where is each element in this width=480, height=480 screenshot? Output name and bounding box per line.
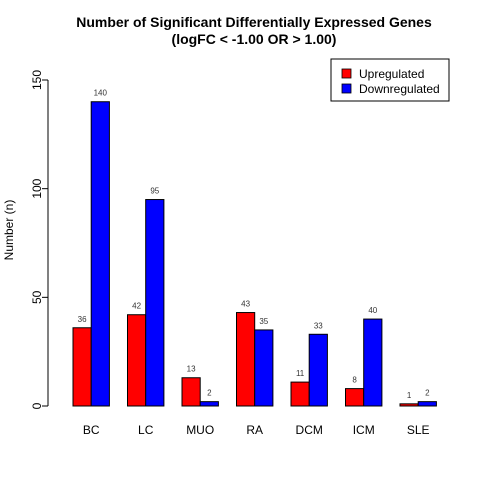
bar-upregulated-muo — [181, 377, 201, 407]
legend-label-upregulated: Upregulated — [359, 67, 424, 81]
bar-upregulated-ra — [236, 312, 256, 407]
data-label: 140 — [94, 89, 108, 98]
y-tick-label: 0 — [30, 402, 44, 409]
bar-downregulated-ra — [254, 329, 274, 407]
bar-upregulated-icm — [345, 388, 365, 407]
y-tick-label: 150 — [30, 70, 44, 90]
y-axis: 0 50 100 150 — [30, 70, 49, 409]
legend-box — [330, 58, 450, 102]
x-tick-label: MUO — [186, 423, 214, 437]
data-label: 8 — [352, 376, 357, 385]
data-label: 43 — [241, 300, 250, 309]
bar-upregulated-sle — [399, 403, 419, 407]
data-label: 35 — [259, 317, 268, 326]
data-label: 42 — [132, 302, 141, 311]
bar-downregulated-lc — [145, 199, 165, 407]
data-label: 2 — [425, 389, 430, 398]
chart-title: Number of Significant Differentially Exp… — [76, 14, 432, 30]
bar-upregulated-lc — [127, 314, 147, 407]
x-tick-label: BC — [83, 423, 100, 437]
legend-label-downregulated: Downregulated — [359, 82, 440, 96]
chart-subtitle: (logFC < -1.00 OR > 1.00) — [172, 31, 337, 47]
legend: Upregulated Downregulated — [330, 58, 450, 102]
bar-upregulated-dcm — [290, 381, 310, 407]
x-tick-label: LC — [138, 423, 154, 437]
x-tick-label: ICM — [353, 423, 375, 437]
bar-downregulated-bc — [90, 101, 110, 407]
data-label: 13 — [187, 365, 196, 374]
data-label: 11 — [296, 369, 305, 378]
data-label: 36 — [78, 315, 87, 324]
data-label: 33 — [314, 321, 323, 330]
bar-downregulated-sle — [417, 401, 437, 407]
x-tick-labels-group: BC LC MUO RA DCM ICM SLE — [83, 423, 430, 437]
data-label: 40 — [368, 306, 377, 315]
legend-swatch-upregulated — [341, 68, 352, 79]
value-labels-group: 36 140 42 95 13 2 43 35 11 33 8 40 1 2 — [78, 89, 430, 400]
bar-downregulated-icm — [363, 318, 383, 407]
y-tick-label: 50 — [30, 290, 44, 304]
data-label: 1 — [407, 391, 412, 400]
y-tick-label: 100 — [30, 178, 44, 198]
x-tick-label: RA — [246, 423, 263, 437]
bars-group — [72, 101, 437, 407]
data-label: 95 — [150, 187, 159, 196]
data-label: 2 — [207, 389, 212, 398]
legend-swatch-downregulated — [341, 83, 352, 94]
x-tick-label: DCM — [296, 423, 323, 437]
y-axis-label: Number (n) — [2, 200, 16, 261]
bar-downregulated-dcm — [308, 333, 328, 407]
bar-upregulated-bc — [72, 327, 92, 407]
x-tick-label: SLE — [407, 423, 430, 437]
bar-downregulated-muo — [199, 401, 219, 407]
